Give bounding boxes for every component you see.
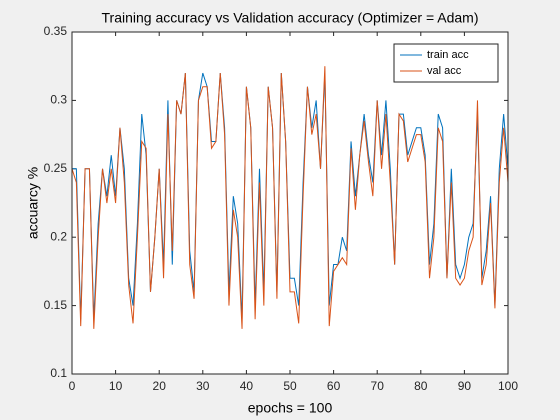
y-tick-label: 0.25 [44,161,68,175]
x-tick-label: 40 [240,379,254,393]
legend-label: val acc [427,65,462,77]
y-tick-label: 0.35 [44,24,68,38]
chart-title: Training accuracy vs Validation accuracy… [102,10,479,26]
legend-box [393,43,499,83]
x-tick-label: 100 [498,379,518,393]
x-tick-label: 90 [458,379,472,393]
x-tick-label: 50 [283,379,297,393]
x-tick-label: 30 [196,379,210,393]
y-tick-label: 0.2 [50,229,67,243]
x-tick-label: 0 [69,379,76,393]
plot-area [72,32,508,374]
y-tick-label: 0.15 [44,298,68,312]
x-axis-label: epochs = 100 [248,400,333,416]
y-tick-label: 0.3 [50,93,67,107]
x-tick-label: 80 [414,379,428,393]
x-tick-label: 10 [109,379,123,393]
x-tick-label: 20 [153,379,167,393]
line-series [71,66,509,329]
y-tick-label: 0.1 [50,366,67,380]
x-tick-label: 60 [327,379,341,393]
legend-label: train acc [427,49,469,61]
axes-box [71,31,509,375]
x-tick-label: 70 [371,379,385,393]
y-axis-label: accuarcy % [25,167,41,239]
